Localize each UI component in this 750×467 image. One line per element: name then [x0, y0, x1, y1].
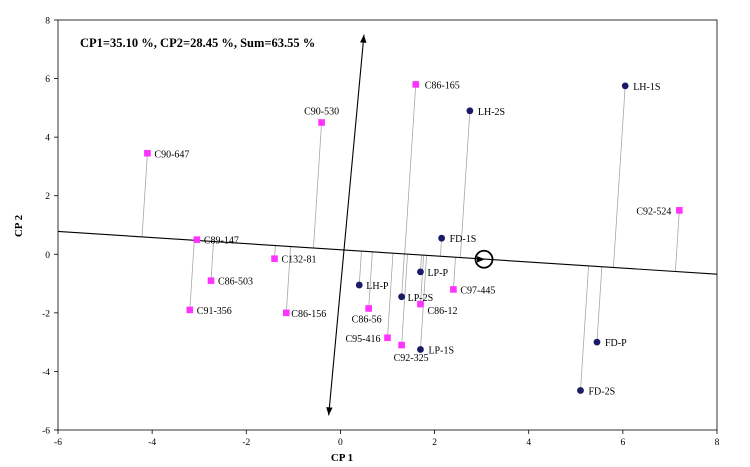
projection-line — [210, 241, 214, 281]
projection-line — [189, 240, 195, 310]
point-label: C86-156 — [291, 309, 326, 320]
x-tick-label: -4 — [148, 438, 156, 448]
projection-line — [401, 254, 408, 346]
regression-line — [57, 230, 718, 275]
point-label: C89-147 — [204, 236, 239, 247]
projection-line — [453, 257, 456, 290]
y-tick-label: 0 — [45, 251, 50, 261]
y-tick-label: 8 — [45, 17, 50, 27]
point-label: FD-1S — [450, 234, 477, 245]
plot-area: -6 -4 -2 0 2 4 6 8 -6 -4 -2 0 2 4 6 8 C86-165 C90-530 C90-… — [42, 17, 720, 449]
square-point — [365, 305, 372, 312]
projection-line — [285, 246, 291, 313]
point-label: LH-P — [366, 281, 389, 292]
arrowhead-top — [360, 34, 367, 43]
point-label: C86-12 — [427, 306, 457, 317]
y-tick-label: 6 — [45, 75, 50, 85]
point-label: C92-524 — [636, 206, 671, 217]
square-point — [282, 309, 290, 317]
point-label: C97-445 — [460, 285, 495, 296]
point-label: LH-1S — [633, 82, 660, 93]
point-label: C86-503 — [218, 277, 253, 288]
projection-line — [613, 85, 626, 268]
square-point — [207, 277, 215, 284]
y-tick-label: -2 — [42, 309, 50, 319]
y-tick-label: 4 — [45, 134, 50, 144]
circle-point — [593, 338, 601, 346]
point-label: C90-530 — [304, 107, 339, 118]
point-label: LP-1S — [428, 345, 454, 356]
square-point — [384, 334, 391, 342]
square-point — [144, 149, 151, 157]
square-point — [271, 255, 278, 262]
x-tick-label: 0 — [338, 438, 343, 448]
projection-line — [580, 265, 589, 391]
y-tick-label: 2 — [45, 192, 50, 202]
circle-point — [417, 346, 424, 353]
x-tick-label: 8 — [715, 438, 720, 448]
point-label: LP-P — [427, 268, 448, 279]
projection-line — [401, 253, 405, 297]
projection-line — [313, 122, 322, 249]
projection-line — [358, 251, 362, 286]
point-label: FD-2S — [588, 386, 615, 397]
circle-point — [355, 281, 363, 289]
point-label: C95-416 — [346, 334, 381, 345]
y-tick-label: -6 — [42, 427, 50, 437]
x-tick-label: -2 — [242, 438, 250, 448]
circle-point — [577, 387, 584, 394]
circle-point — [398, 293, 406, 301]
point-label: FD-P — [605, 338, 627, 349]
square-point — [676, 207, 683, 214]
y-axis-label: CP 2 — [13, 214, 25, 237]
square-point — [417, 300, 424, 308]
point-label: C92-325 — [394, 353, 429, 364]
arrow-axis-line — [328, 34, 365, 416]
point-label: C132-81 — [282, 255, 317, 266]
square-point — [193, 236, 201, 243]
square-point — [186, 306, 194, 314]
projection-line — [420, 255, 425, 305]
point-label: C86-165 — [425, 80, 460, 91]
square-point — [398, 341, 405, 349]
square-point — [318, 119, 325, 126]
point-label: LP-2S — [408, 293, 434, 304]
x-tick-label: 6 — [620, 438, 625, 448]
target-circle — [474, 249, 494, 269]
circle-point — [466, 107, 474, 115]
square-point — [412, 81, 420, 88]
projection-line — [141, 153, 148, 237]
x-tick-label: 2 — [432, 438, 437, 448]
circle-point — [417, 268, 424, 276]
plot-frame — [57, 19, 718, 431]
y-tick-label: -4 — [42, 368, 50, 378]
projection-line — [387, 253, 394, 338]
chart-title: CP1=35.10 %, CP2=28.45 %, Sum=63.55 % — [80, 36, 315, 50]
projection-line — [459, 110, 471, 258]
projection-line — [596, 266, 603, 343]
target-arrow — [476, 256, 485, 263]
point-label: LH-2S — [478, 107, 505, 118]
projection-line — [674, 210, 680, 272]
point-label: C91-356 — [197, 306, 232, 317]
x-tick-label: 4 — [526, 438, 531, 448]
x-tick-label: -6 — [54, 438, 62, 448]
projection-line — [368, 251, 373, 309]
x-axis-label: CP 1 — [331, 452, 353, 464]
circle-point — [438, 234, 446, 242]
projection-line — [404, 84, 417, 254]
point-label: C86-56 — [352, 314, 382, 325]
square-point — [450, 286, 457, 293]
arrowhead-bottom — [326, 407, 333, 416]
point-label: C90-647 — [154, 149, 189, 160]
circle-point — [621, 82, 629, 90]
